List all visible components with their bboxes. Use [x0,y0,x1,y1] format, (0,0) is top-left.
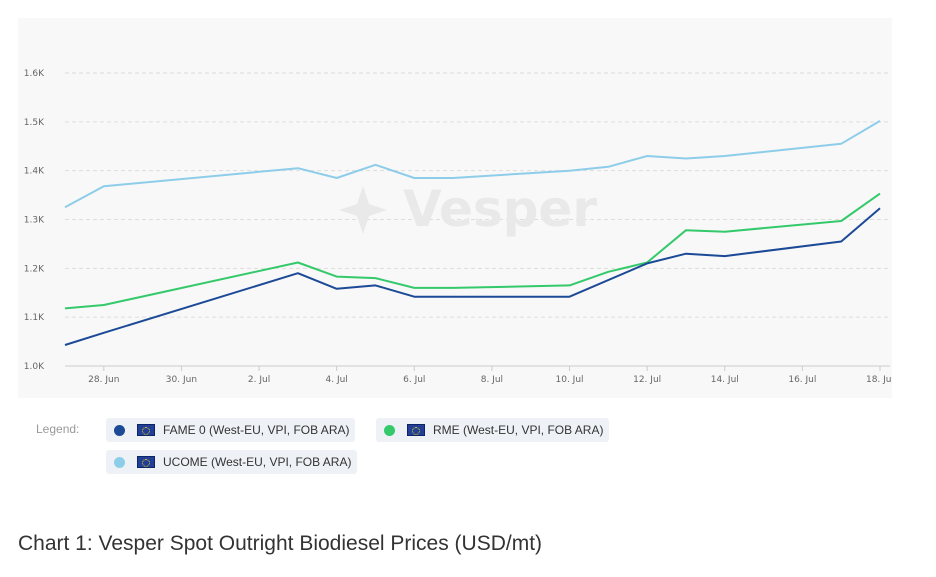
legend-item-fame0[interactable]: FAME 0 (West-EU, VPI, FOB ARA) [106,418,356,442]
legend-label-rme: RME (West-EU, VPI, FOB ARA) [433,423,604,437]
y-tick-label: 1.6K [24,69,45,79]
watermark-text: Vesper [403,180,597,238]
x-tick-label: 2. Jul [248,375,270,385]
grid-layer [65,72,890,318]
price-line-chart: Vesper 1.0K 1.1K 1.2K 1.3K 1.4K 1.5K 1.6K 28. … [24,69,892,385]
ucome-dot-icon [114,456,125,468]
eu-flag-icon [407,424,425,436]
eu-flag-icon [137,456,155,468]
x-tick-label: 30. Jun [166,375,197,385]
x-axis: 28. Jun 30. Jun 2. Jul 4. Jul 6. Jul 8. Jul 10… [65,365,892,385]
vesper-logo-icon [339,186,387,234]
y-tick-label: 1.5K [24,118,45,128]
y-tick-label: 1.4K [24,167,45,177]
y-tick-label: 1.3K [24,216,45,226]
x-tick-label: 6. Jul [403,375,425,385]
y-tick-label: 1.0K [24,362,45,372]
x-tick-label: 16. Jul [788,375,816,385]
eu-flag-icon [137,424,155,436]
x-tick-label: 4. Jul [326,375,348,385]
series-layer [64,120,881,346]
legend-item-ucome[interactable]: UCOME (West-EU, VPI, FOB ARA) [106,450,358,474]
series-fame0-line[interactable] [64,207,881,346]
y-tick-label: 1.2K [24,264,45,274]
legend: Legend: FAME 0 (West-EU, VPI, FOB ARA) R… [36,418,736,478]
x-tick-label: 14. Jul [711,375,739,385]
fame0-dot-icon [114,424,125,436]
x-tick-label: 10. Jul [556,375,584,385]
series-rme-line[interactable] [64,192,881,310]
watermark: Vesper [339,180,597,238]
chart-caption: Chart 1: Vesper Spot Outright Biodiesel … [18,532,543,555]
y-tick-label: 1.1K [24,313,45,323]
series-ucome-line[interactable] [64,120,881,209]
x-tick-label: 12. Jul [633,375,661,385]
chart-panel: Vesper 1.0K 1.1K 1.2K 1.3K 1.4K 1.5K 1.6K 28. … [18,18,892,398]
legend-title: Legend: [36,422,80,436]
legend-label-fame0: FAME 0 (West-EU, VPI, FOB ARA) [163,423,350,437]
y-axis: 1.0K 1.1K 1.2K 1.3K 1.4K 1.5K 1.6K [24,69,45,372]
x-tick-label: 28. Jun [88,375,119,385]
x-tick-label: 18. Jul [866,375,892,385]
legend-label-ucome: UCOME (West-EU, VPI, FOB ARA) [163,455,352,469]
legend-item-rme[interactable]: RME (West-EU, VPI, FOB ARA) [376,418,610,442]
rme-dot-icon [384,424,395,436]
x-tick-label: 8. Jul [481,375,503,385]
